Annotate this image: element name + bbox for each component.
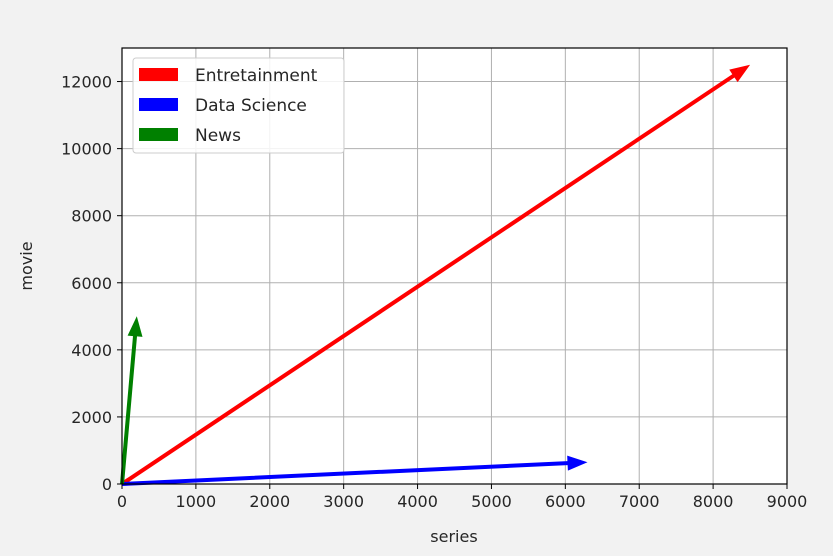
y-tick-label: 6000 <box>71 274 112 293</box>
y-tick-label: 12000 <box>61 73 112 92</box>
y-tick-label: 8000 <box>71 207 112 226</box>
x-tick-label: 9000 <box>767 492 808 511</box>
y-tick-label: 2000 <box>71 408 112 427</box>
arrow-news <box>120 316 143 485</box>
legend-label: News <box>195 126 241 146</box>
plot-frame <box>121 47 788 485</box>
x-tick-label: 0 <box>117 492 127 511</box>
y-tick-label: 10000 <box>61 140 112 159</box>
x-tick-label: 8000 <box>693 492 734 511</box>
x-tick-label: 2000 <box>249 492 290 511</box>
legend-label: Data Science <box>195 96 307 116</box>
x-tick-label: 1000 <box>176 492 217 511</box>
x-tick-label: 3000 <box>323 492 364 511</box>
legend-swatch <box>139 68 178 81</box>
legend-label: Entretainment <box>195 66 318 86</box>
y-tick-label: 4000 <box>71 341 112 360</box>
legend-box <box>132 57 345 154</box>
y-axis-label: movie <box>17 241 36 290</box>
x-tick-label: 5000 <box>471 492 512 511</box>
x-tick-label: 6000 <box>545 492 586 511</box>
x-tick-label: 4000 <box>397 492 438 511</box>
arrow-data-science <box>121 455 588 486</box>
arrow-entretainment <box>120 64 751 486</box>
x-axis-label: series <box>430 527 477 546</box>
arrows <box>120 64 751 486</box>
y-tick-label: 0 <box>102 475 112 494</box>
ticks: 0 1000 2000 3000 4000 5000 6000 7000 8000 9000 0 20… <box>61 73 807 511</box>
legend-swatch <box>139 128 178 141</box>
legend: Entretainment Data Science News <box>132 57 345 154</box>
legend-swatch <box>139 98 178 111</box>
x-tick-label: 7000 <box>619 492 660 511</box>
